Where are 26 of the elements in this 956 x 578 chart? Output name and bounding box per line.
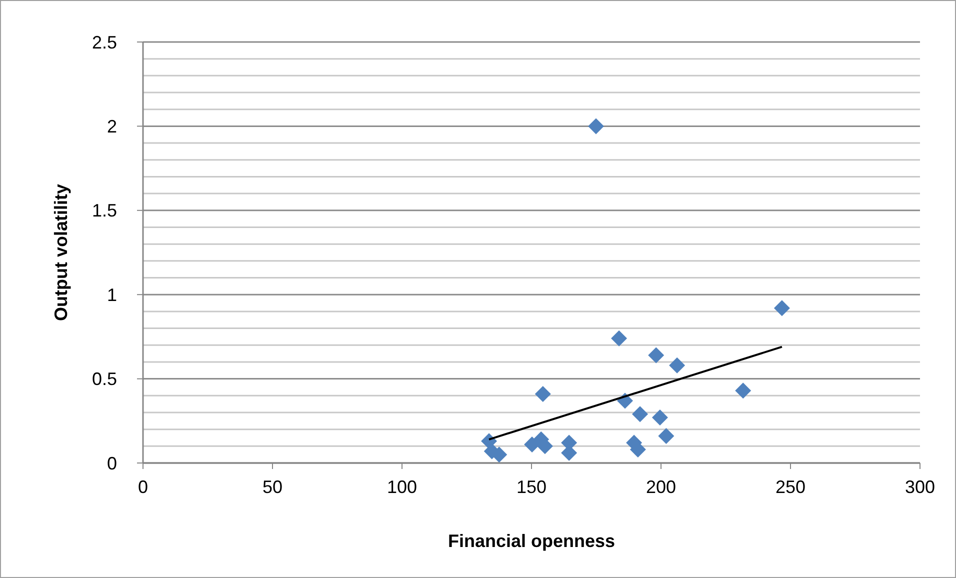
y-tick-label: 2 — [106, 116, 117, 136]
y-tick-label: 0.5 — [92, 369, 117, 390]
y-tick-label: 1 — [106, 284, 117, 305]
x-tick-label: 50 — [262, 477, 283, 497]
y-tick-label: 2.5 — [92, 32, 117, 52]
x-axis-title: Financial openness — [448, 531, 616, 551]
y-axis-title: Output volatility — [51, 184, 71, 321]
x-tick-label: 100 — [386, 477, 418, 497]
point — [658, 428, 674, 444]
point — [588, 118, 604, 134]
point — [534, 386, 551, 402]
x-tick-label: 200 — [646, 477, 676, 497]
point — [735, 382, 752, 399]
point — [669, 357, 686, 374]
point — [611, 330, 628, 346]
point — [524, 436, 540, 452]
x-tick-label: 250 — [775, 477, 806, 497]
point — [652, 410, 668, 426]
x-tick-label: 150 — [516, 477, 547, 497]
point — [632, 406, 648, 422]
point — [648, 347, 664, 364]
y-tick-label: 0 — [106, 453, 117, 474]
x-tick-label: 0 — [138, 477, 148, 497]
point — [774, 300, 790, 316]
x-tick-label: 300 — [904, 477, 936, 497]
y-tick-label: 1.5 — [92, 200, 117, 221]
